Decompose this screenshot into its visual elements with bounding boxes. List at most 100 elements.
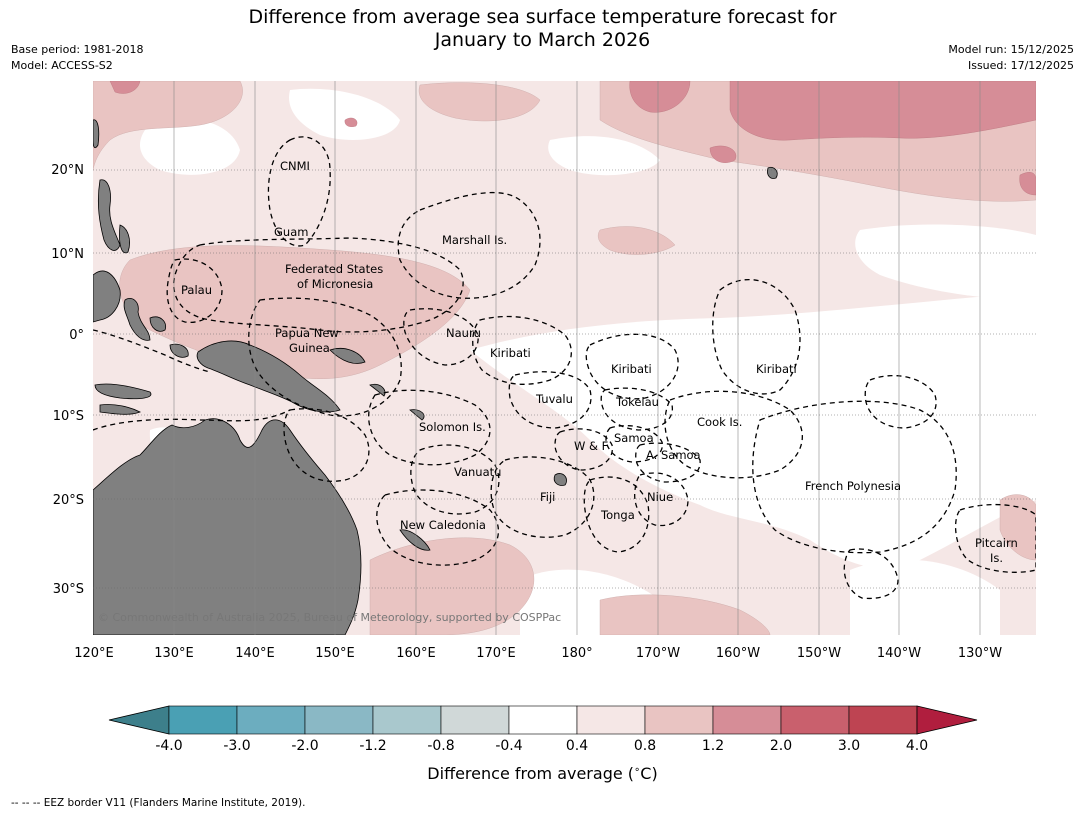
- colorbar-tick-label: 4.0: [906, 738, 928, 754]
- land-new-caledonia: [399, 529, 431, 551]
- label-fsm-1: Federated States: [285, 262, 383, 276]
- colorbar-tick-label: 0.8: [634, 738, 656, 754]
- eez-kiribati-w: [472, 315, 572, 385]
- colorbar-segment: [576, 705, 646, 735]
- place-labels: CNMI Guam Marshall Is. Federated States …: [181, 159, 1018, 565]
- eez-coral-sea: [283, 408, 370, 482]
- lat-axis-labels: 20°N 10°N 0° 10°S 20°S 30°S: [51, 163, 84, 597]
- sst-neutral-patch-east: [855, 224, 1036, 300]
- label-niue: Niue: [647, 490, 673, 504]
- eez-australia-n: [93, 409, 291, 431]
- land-australia: [93, 418, 362, 635]
- label-tonga: Tonga: [600, 508, 635, 522]
- eez-kiribati-c: [585, 333, 679, 400]
- label-cook: Cook Is.: [697, 415, 742, 429]
- sst-neutral-patch-se: [850, 559, 1000, 635]
- eez-palau: [166, 258, 223, 323]
- colorbar: -4.0 -3.0 -2.0 -1.2 -0.8 -0.4 0.4 0.8 1.2 2.0 3.0 4…: [108, 705, 978, 754]
- label-kiribati-central: Kiribati: [611, 362, 652, 376]
- lon-label: 170°W: [636, 646, 680, 661]
- colorbar-tick-label: 1.2: [702, 738, 724, 754]
- label-samoa: Samoa: [614, 431, 654, 445]
- eez-nauru: [403, 308, 479, 366]
- sst-warm-northwest: [93, 81, 243, 171]
- land-indonesia-east: [94, 316, 189, 415]
- meta-right: Model run: 15/12/2025 Issued: 17/12/2025: [948, 42, 1074, 74]
- label-marshall: Marshall Is.: [442, 233, 507, 247]
- label-vanuatu: Vanuatu: [454, 465, 501, 479]
- sst-warm-southeast: [599, 594, 771, 635]
- colorbar-segment: [236, 705, 306, 735]
- colorbar-tick-label: -0.8: [427, 738, 454, 754]
- label-pitcairn-1: Pitcairn: [975, 536, 1018, 550]
- land-philippines: [97, 179, 130, 254]
- eez-cnmi: [267, 136, 331, 247]
- colorbar-tick-label: -0.4: [495, 738, 522, 754]
- land-fiji: [553, 473, 567, 486]
- eez-tuvalu: [508, 371, 592, 429]
- colorbar-tick-label: -3.0: [223, 738, 250, 754]
- label-palau: Palau: [181, 283, 212, 297]
- map-title-line1: Difference from average sea surface temp…: [248, 6, 837, 28]
- colorbar-extend-low: [108, 705, 170, 735]
- sst-warm-northcentral: [418, 82, 541, 122]
- colorbar-tick-label: 3.0: [838, 738, 860, 754]
- model-run: Model run: 15/12/2025: [948, 43, 1074, 56]
- lat-label: 10°N: [51, 247, 84, 262]
- label-asamoa: A. Samoa: [646, 448, 701, 462]
- label-pitcairn-2: Is.: [990, 551, 1003, 565]
- lon-label: 150°W: [797, 646, 841, 661]
- sst-neutral-patch-north3: [548, 136, 660, 176]
- lon-label: 150°E: [315, 646, 355, 661]
- sst-neutral-patch-north: [140, 119, 240, 175]
- label-solomon: Solomon Is.: [419, 420, 486, 434]
- eez-solomon: [368, 389, 491, 466]
- eez-png: [248, 297, 402, 417]
- lon-label: 160°W: [716, 646, 760, 661]
- colorbar-tick-label: -1.2: [359, 738, 386, 754]
- colorbar-segment: [848, 705, 918, 735]
- lon-label: 170°E: [476, 646, 516, 661]
- base-period: Base period: 1981-2018: [11, 43, 144, 56]
- label-png-1: Papua New: [275, 326, 339, 340]
- lat-gridlines: [93, 169, 1036, 589]
- sst-warm-hawaii-north: [729, 81, 1036, 141]
- eez-pitcairn: [954, 503, 1036, 573]
- sst-warm-east-spot: [1019, 172, 1036, 196]
- eez-cook: [664, 390, 803, 479]
- lat-label: 10°S: [53, 409, 84, 424]
- map-panel: CNMI Guam Marshall Is. Federated States …: [93, 81, 1036, 635]
- lon-label: 130°E: [154, 646, 194, 661]
- eez-wf: [554, 428, 613, 471]
- label-new-caledonia: New Caledonia: [400, 518, 486, 532]
- lat-label: 30°S: [53, 582, 84, 597]
- lat-label: 0°: [69, 328, 84, 343]
- eez-frpoly: [752, 400, 957, 554]
- land-new-britain: [329, 347, 366, 364]
- lon-axis-labels: 120°E 130°E 140°E 150°E 160°E 170°E 180°…: [74, 646, 1002, 661]
- land-sulawesi: [123, 297, 151, 341]
- label-fiji: Fiji: [540, 490, 555, 504]
- eez-tonga: [583, 476, 650, 553]
- colorbar-tick-label: -2.0: [291, 738, 318, 754]
- label-nauru: Nauru: [446, 326, 481, 340]
- sst-warm-coral: [597, 226, 676, 255]
- label-french-polynesia: French Polynesia: [805, 479, 901, 493]
- colorbar-tick-label: -4.0: [155, 738, 182, 754]
- eez-kiribati-e: [712, 278, 801, 395]
- colorbar-extend-high: [916, 705, 978, 735]
- eez-fsm: [173, 237, 464, 333]
- lat-label: 20°N: [51, 163, 84, 178]
- label-tokelau: Tokelau: [615, 395, 659, 409]
- eez-marshall: [397, 191, 541, 299]
- colorbar-segment: [372, 705, 442, 735]
- label-tuvalu: Tuvalu: [535, 392, 573, 406]
- colorbar-title-text: Difference from average (∘C): [427, 764, 658, 783]
- eez-tokelau: [600, 387, 673, 431]
- eez-indonesia: [93, 329, 211, 373]
- map-title-line2: January to March 2026: [434, 29, 651, 51]
- land-borneo: [93, 270, 121, 323]
- label-kiribati-west: Kiribati: [490, 346, 531, 360]
- degree-symbol: ∘: [634, 764, 641, 776]
